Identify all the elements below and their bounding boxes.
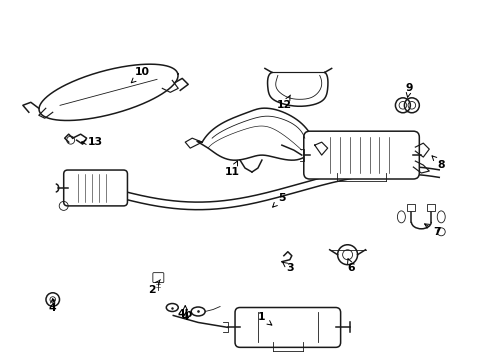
Bar — [407, 204, 414, 211]
Text: 6: 6 — [347, 259, 355, 273]
Text: 4b: 4b — [177, 306, 193, 319]
FancyBboxPatch shape — [153, 273, 163, 283]
Text: 12: 12 — [277, 95, 292, 110]
Text: 2: 2 — [148, 280, 160, 294]
Text: 4: 4 — [49, 299, 57, 312]
Text: 5: 5 — [272, 193, 285, 207]
Text: 11: 11 — [224, 161, 239, 177]
FancyBboxPatch shape — [63, 170, 127, 206]
Text: 8: 8 — [431, 156, 444, 170]
Text: 9: 9 — [405, 84, 412, 97]
Text: 13: 13 — [81, 137, 103, 147]
FancyBboxPatch shape — [235, 307, 340, 347]
Text: 4: 4 — [181, 312, 189, 323]
Text: 10: 10 — [131, 67, 150, 83]
Text: 3: 3 — [282, 262, 293, 273]
FancyBboxPatch shape — [303, 131, 419, 179]
Bar — [427, 204, 434, 211]
Text: 1: 1 — [258, 312, 271, 325]
Text: 7: 7 — [424, 224, 440, 237]
